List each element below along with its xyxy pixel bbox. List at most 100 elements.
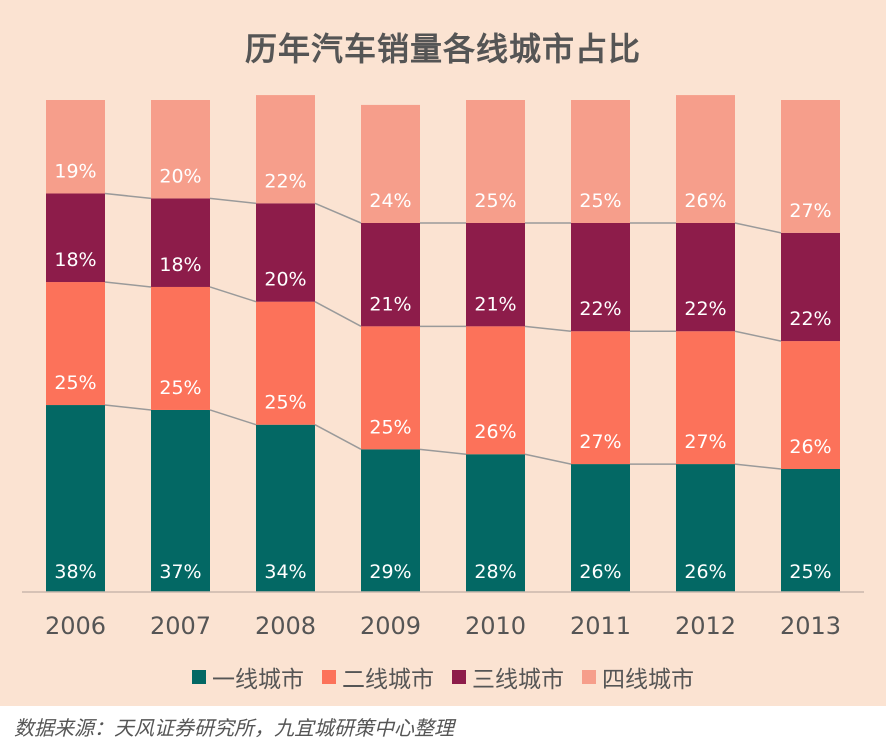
segment-label-2011-2: 27% bbox=[579, 431, 621, 453]
segment-label-2006-1: 38% bbox=[54, 561, 96, 583]
segment-label-2007-2: 25% bbox=[159, 377, 201, 399]
chart-title: 历年汽车销量各线城市占比 bbox=[244, 30, 641, 68]
bar-segment-2012-1 bbox=[676, 464, 735, 592]
stacked-bar-chart: 38% 25% 18% 19% 37% 25% 18% 20% 34% 25% 20% 22% 29% 2… bbox=[22, 95, 864, 640]
bar-segment-2011-4 bbox=[571, 100, 630, 223]
legend-item-tier4: 四线城市 bbox=[582, 660, 694, 694]
legend: 一线城市 二线城市 三线城市 四线城市 bbox=[0, 660, 886, 694]
bar-segment-2009-1 bbox=[361, 449, 420, 592]
legend-swatch-tier3 bbox=[452, 670, 466, 684]
x-tick-2007: 2007 bbox=[150, 612, 211, 640]
legend-swatch-tier4 bbox=[582, 670, 596, 684]
segment-label-2011-1: 26% bbox=[579, 561, 621, 583]
segment-label-2007-1: 37% bbox=[159, 561, 201, 583]
bar-segment-2008-1 bbox=[256, 424, 315, 592]
segment-label-2008-2: 25% bbox=[264, 392, 306, 414]
segment-label-2010-4: 25% bbox=[474, 190, 516, 212]
bar-segment-2006-4 bbox=[46, 100, 105, 194]
bar-segment-2013-4 bbox=[781, 100, 840, 233]
x-tick-2006: 2006 bbox=[45, 612, 106, 640]
bar-segment-2008-3 bbox=[256, 203, 315, 302]
bar-segment-2011-3 bbox=[571, 223, 630, 332]
bar-segment-2010-4 bbox=[466, 100, 525, 223]
segment-label-2006-3: 18% bbox=[54, 249, 96, 271]
segment-label-2008-1: 34% bbox=[264, 561, 306, 583]
source-note: 数据来源：天风证券研究所，九宜城研策中心整理 bbox=[0, 706, 886, 755]
bar-segment-2011-2 bbox=[571, 331, 630, 465]
connector-line-3-7 bbox=[734, 222, 782, 234]
connector-line-2-5 bbox=[524, 325, 572, 332]
bar-segment-2006-3 bbox=[46, 193, 105, 283]
bar-segment-2007-3 bbox=[151, 198, 210, 287]
connector-line-3-2 bbox=[209, 197, 257, 205]
bar-segment-2008-4 bbox=[256, 95, 315, 204]
bar-segment-2007-4 bbox=[151, 100, 210, 199]
segment-label-2009-2: 25% bbox=[369, 416, 411, 438]
x-tick-2013: 2013 bbox=[780, 612, 841, 640]
segment-label-2011-3: 22% bbox=[579, 298, 621, 320]
bar-segment-2010-3 bbox=[466, 223, 525, 327]
segment-label-2006-2: 25% bbox=[54, 372, 96, 394]
x-ticks-group: 2006 2007 2008 2009 2010 2011 2012 2013 bbox=[45, 612, 841, 640]
bar-segment-2010-1 bbox=[466, 454, 525, 592]
bar-segment-2012-2 bbox=[676, 331, 735, 465]
segment-label-2013-3: 22% bbox=[789, 308, 831, 330]
bar-segment-2012-3 bbox=[676, 223, 735, 332]
segment-label-2012-4: 26% bbox=[684, 190, 726, 212]
connector-line-1-5 bbox=[524, 453, 572, 465]
bar-segment-2008-2 bbox=[256, 301, 315, 425]
connectors-group bbox=[104, 192, 782, 470]
connector-line-2-3 bbox=[314, 301, 362, 327]
segment-label-2013-2: 26% bbox=[789, 436, 831, 458]
connector-line-1-3 bbox=[314, 424, 362, 450]
bar-segment-2010-2 bbox=[466, 326, 525, 455]
segment-label-2006-4: 19% bbox=[54, 160, 96, 182]
legend-item-tier2: 二线城市 bbox=[322, 660, 434, 694]
bar-segment-2013-2 bbox=[781, 341, 840, 469]
legend-item-tier3: 三线城市 bbox=[452, 660, 564, 694]
bar-segment-2012-4 bbox=[676, 95, 735, 223]
segment-label-2010-3: 21% bbox=[474, 293, 516, 315]
bar-segment-2009-3 bbox=[361, 223, 420, 327]
segment-label-2009-3: 21% bbox=[369, 293, 411, 315]
bar-segment-2006-2 bbox=[46, 282, 105, 406]
legend-item-tier1: 一线城市 bbox=[192, 660, 304, 694]
legend-label-tier4: 四线城市 bbox=[602, 667, 694, 693]
connector-line-1-7 bbox=[734, 463, 782, 470]
bar-segment-2011-1 bbox=[571, 464, 630, 592]
segment-label-2007-4: 20% bbox=[159, 165, 201, 187]
segment-label-2013-4: 27% bbox=[789, 200, 831, 222]
legend-swatch-tier2 bbox=[322, 670, 336, 684]
x-tick-2008: 2008 bbox=[255, 612, 316, 640]
bar-segment-2009-2 bbox=[361, 326, 420, 450]
segment-label-2009-1: 29% bbox=[369, 561, 411, 583]
connector-line-2-2 bbox=[209, 286, 257, 303]
connector-line-1-4 bbox=[419, 448, 467, 455]
bar-segment-2007-1 bbox=[151, 409, 210, 592]
bar-segment-2013-3 bbox=[781, 232, 840, 342]
segment-labels-group: 38% 25% 18% 19% 37% 25% 18% 20% 34% 25% 20% 22% 29% 2… bbox=[54, 160, 831, 583]
segment-label-2013-1: 25% bbox=[789, 561, 831, 583]
segment-label-2010-2: 26% bbox=[474, 421, 516, 443]
segment-label-2012-1: 26% bbox=[684, 561, 726, 583]
bar-segment-2006-1 bbox=[46, 405, 105, 592]
legend-label-tier1: 一线城市 bbox=[212, 667, 304, 693]
segment-label-2012-3: 22% bbox=[684, 298, 726, 320]
segment-label-2010-1: 28% bbox=[474, 561, 516, 583]
segment-label-2011-4: 25% bbox=[579, 190, 621, 212]
x-tick-2012: 2012 bbox=[675, 612, 736, 640]
x-tick-2009: 2009 bbox=[360, 612, 421, 640]
x-tick-2010: 2010 bbox=[465, 612, 526, 640]
connector-line-1-2 bbox=[209, 409, 257, 426]
segment-label-2008-4: 22% bbox=[264, 170, 306, 192]
connector-line-2-1 bbox=[104, 281, 152, 288]
connector-line-1-1 bbox=[104, 404, 152, 411]
x-tick-2011: 2011 bbox=[570, 612, 631, 640]
bar-segment-2007-2 bbox=[151, 286, 210, 410]
legend-swatch-tier1 bbox=[192, 670, 206, 684]
connector-line-2-7 bbox=[734, 330, 782, 342]
bar-segment-2013-1 bbox=[781, 469, 840, 592]
connector-line-3-1 bbox=[104, 192, 152, 200]
legend-label-tier3: 三线城市 bbox=[472, 667, 564, 693]
segment-label-2007-3: 18% bbox=[159, 254, 201, 276]
